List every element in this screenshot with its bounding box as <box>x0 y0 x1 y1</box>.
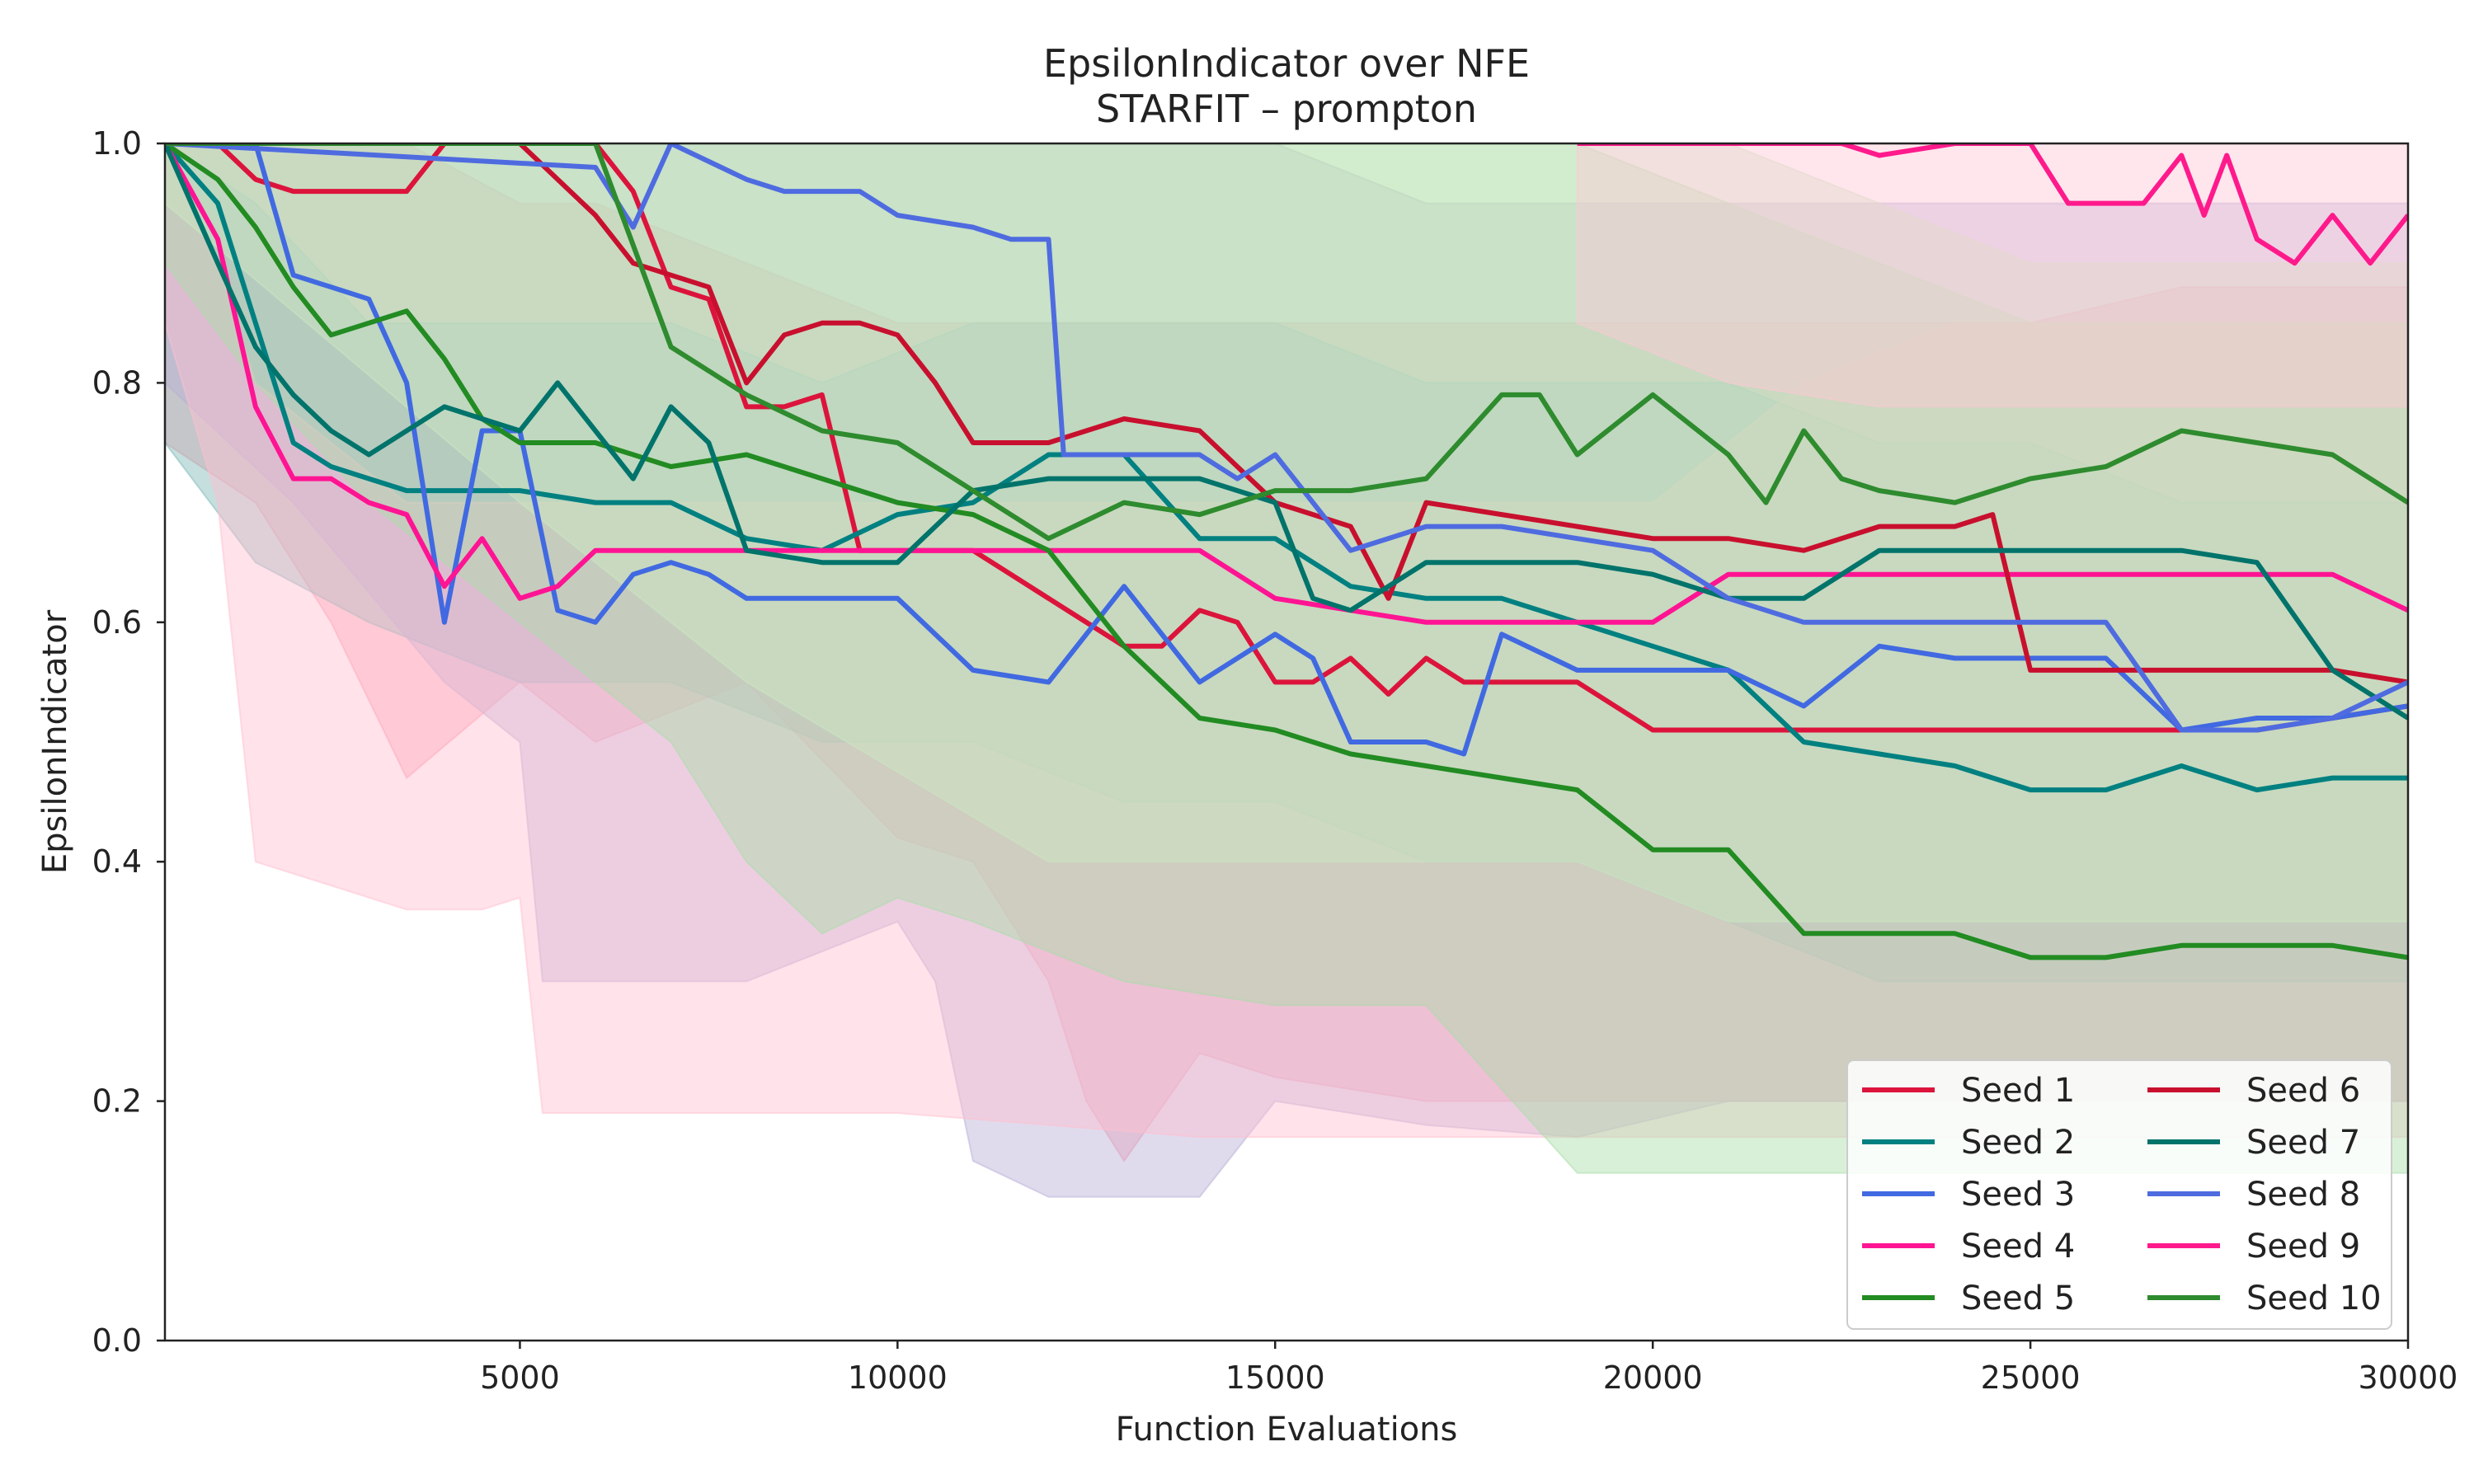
y-axis-ticks: 0.0 0.2 0.4 0.6 0.8 1.0 <box>92 125 165 1359</box>
series-line-seed-8 <box>165 143 2408 733</box>
x-tick-label: 5000 <box>480 1360 560 1396</box>
y-tick-label: 0.2 <box>92 1083 142 1120</box>
legend-label-seed-9: Seed 9 <box>2246 1228 2360 1266</box>
series-line-seed-1 <box>165 143 2408 733</box>
y-tick-label: 0.4 <box>92 843 142 880</box>
legend-label-seed-1: Seed 1 <box>1961 1072 2075 1110</box>
x-axis-ticks: 5000 10000 15000 20000 25000 30000 <box>480 1341 2458 1396</box>
x-tick-label: 20000 <box>1603 1360 1703 1396</box>
x-tick-label: 30000 <box>2359 1360 2458 1396</box>
series-line-seed-9 <box>1577 143 2408 266</box>
band-seed-9 <box>1576 143 2408 408</box>
band-seed-5 <box>165 143 2408 1174</box>
legend: Seed 1 Seed 2 Seed 3 Seed 4 Seed 5 Seed 6 Seed… <box>1846 1059 2392 1330</box>
y-tick-label: 0.0 <box>92 1322 142 1359</box>
x-tick-label: 15000 <box>1225 1360 1325 1396</box>
x-axis-label: Function Evaluations <box>1116 1411 1458 1449</box>
legend-label-seed-2: Seed 2 <box>1961 1124 2075 1162</box>
x-tick-label: 10000 <box>848 1360 948 1396</box>
legend-label-seed-4: Seed 4 <box>1961 1228 2075 1266</box>
plot-frame <box>163 142 2410 1342</box>
series-line-seed-10 <box>165 143 2408 542</box>
chart-title: EpsilonIndicator over NFE <box>1043 41 1530 86</box>
legend-label-seed-8: Seed 8 <box>2246 1176 2360 1214</box>
legend-label-seed-5: Seed 5 <box>1961 1280 2075 1317</box>
x-tick-label: 25000 <box>1981 1360 2081 1396</box>
y-tick-label: 1.0 <box>92 125 142 162</box>
band-seed-1 <box>165 143 2408 1163</box>
legend-label-seed-6: Seed 6 <box>2246 1072 2360 1110</box>
series-line-seed-2 <box>165 143 2408 793</box>
legend-label-seed-3: Seed 3 <box>1961 1176 2075 1214</box>
legend-box <box>1846 1059 2392 1330</box>
series-line-seed-5 <box>165 143 2408 960</box>
series-line-seed-7 <box>165 143 2408 721</box>
series-line-seed-3 <box>165 143 2408 757</box>
y-tick-label: 0.6 <box>92 604 142 641</box>
series-lines <box>165 143 2408 960</box>
y-axis-label: EpsilonIndicator <box>36 609 74 874</box>
chart-subtitle: STARFIT – prompton <box>1096 87 1477 131</box>
chart-title-group: EpsilonIndicator over NFE STARFIT – prom… <box>1043 41 1530 131</box>
legend-label-seed-7: Seed 7 <box>2246 1124 2360 1162</box>
legend-label-seed-10: Seed 10 <box>2246 1280 2382 1317</box>
y-tick-label: 0.8 <box>92 364 142 401</box>
series-line-seed-4 <box>165 143 2408 625</box>
